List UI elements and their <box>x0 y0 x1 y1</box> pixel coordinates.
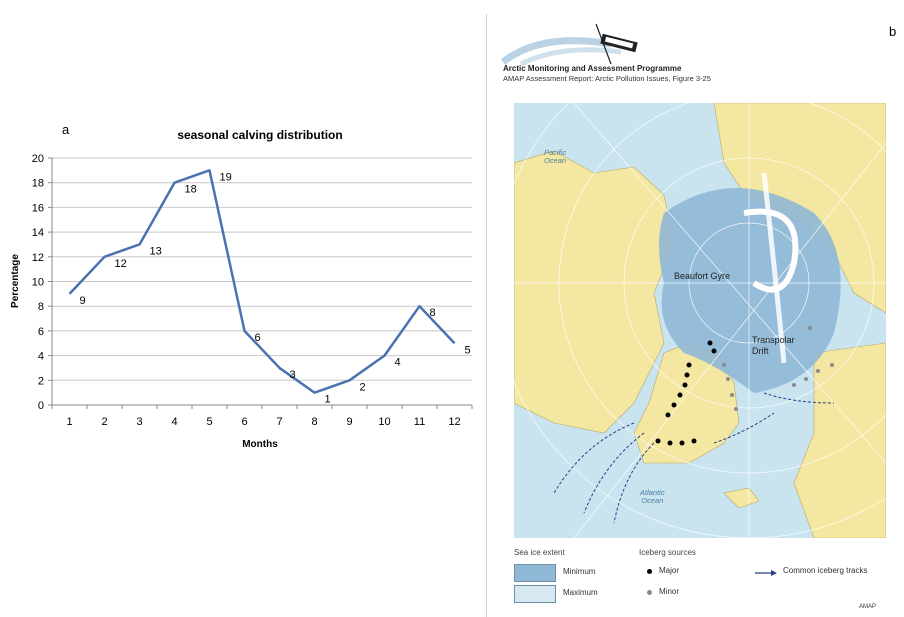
y-tick-label: 20 <box>32 153 44 165</box>
x-tick-label: 6 <box>241 416 247 428</box>
x-tick-label: 9 <box>346 416 352 428</box>
major-iceberg-sources <box>655 340 717 446</box>
y-tick-label: 14 <box>32 227 44 239</box>
x-tick-label: 2 <box>101 416 107 428</box>
atlantic-ocean-label: Atlantic Ocean <box>640 488 665 505</box>
y-axis-title: Percentage <box>10 254 21 308</box>
x-tick-label: 12 <box>448 416 460 428</box>
tracks-label: Common iceberg tracks <box>783 566 868 575</box>
seasonal-calving-chart: seasonal calving distribution 0246810121… <box>10 128 473 450</box>
minor-label: Minor <box>659 587 680 596</box>
arctic-map: Pacific Ocean Atlantic Ocean Beaufort Gy… <box>514 103 886 538</box>
data-label: 3 <box>290 369 296 381</box>
y-tick-label: 4 <box>38 351 44 363</box>
y-tick-labels: 0 2 4 6 8 10 12 14 16 18 20 <box>32 153 52 412</box>
data-label: 13 <box>150 245 162 257</box>
major-source-dot <box>647 569 652 574</box>
data-label: 9 <box>80 295 86 307</box>
x-tick-label: 11 <box>414 416 425 428</box>
y-tick-label: 8 <box>38 301 44 313</box>
transpolar-drift-arrow <box>761 172 787 364</box>
arctic-map-figure: b Arctic Monitoring and Assessment Progr… <box>486 14 904 617</box>
data-label: 2 <box>360 381 366 393</box>
data-label: 12 <box>115 258 127 270</box>
minor-source-dot <box>647 590 652 595</box>
land-iceland <box>723 487 760 509</box>
panel-a-label: a <box>62 122 70 137</box>
iceberg-track-arrow-icon <box>755 570 777 576</box>
sea-ice-maximum-swatch <box>514 585 556 603</box>
data-label: 19 <box>220 171 232 183</box>
data-label: 6 <box>255 332 261 344</box>
calving-series-line <box>68 169 456 394</box>
y-tick-label: 10 <box>32 277 44 289</box>
arctic-map-drawing <box>514 103 886 538</box>
transpolar-drift-label: Transpolar Drift <box>752 335 795 356</box>
x-tick-label: 7 <box>276 416 282 428</box>
y-tick-label: 0 <box>38 400 44 412</box>
y-tick-label: 2 <box>38 375 44 387</box>
y-tick-label: 18 <box>32 178 44 190</box>
data-label: 5 <box>465 344 471 356</box>
beaufort-gyre-arrow <box>743 208 799 293</box>
panel-b-label: b <box>889 24 897 39</box>
x-axis-title: Months <box>242 439 278 450</box>
data-label: 4 <box>395 357 401 369</box>
chart-title: seasonal calving distribution <box>177 128 342 142</box>
maximum-label: Maximum <box>563 588 598 597</box>
amap-logo <box>501 23 638 67</box>
amap-footer: AMAP <box>859 604 877 610</box>
x-tick-labels: 1 2 3 4 5 6 7 8 9 10 11 12 <box>51 405 473 428</box>
sea-ice-heading: Sea ice extent <box>514 548 565 557</box>
major-label: Major <box>659 566 680 575</box>
y-tick-label: 6 <box>38 326 44 338</box>
beaufort-gyre-label: Beaufort Gyre <box>674 271 731 281</box>
gridlines <box>52 157 472 381</box>
land-europe <box>793 342 886 538</box>
x-tick-label: 1 <box>66 416 72 428</box>
y-tick-label: 16 <box>32 202 44 214</box>
x-tick-label: 8 <box>311 416 317 428</box>
x-tick-label: 10 <box>378 416 390 428</box>
amap-title: Arctic Monitoring and Assessment Program… <box>503 64 682 73</box>
y-tick-label: 12 <box>32 252 44 264</box>
data-label: 8 <box>430 307 436 319</box>
iceberg-sources-heading: Iceberg sources <box>639 548 696 557</box>
minor-iceberg-sources <box>722 326 834 411</box>
sea-ice-minimum-swatch <box>514 564 556 582</box>
data-label: 1 <box>325 394 331 406</box>
minimum-label: Minimum <box>563 567 596 576</box>
data-label: 18 <box>185 184 197 196</box>
x-tick-label: 3 <box>136 416 142 428</box>
pacific-ocean-label: Pacific Ocean <box>544 148 567 165</box>
iceberg-tracks <box>553 392 835 524</box>
x-tick-label: 5 <box>206 416 212 428</box>
x-tick-label: 4 <box>171 416 177 428</box>
amap-subtitle: AMAP Assessment Report: Arctic Pollution… <box>503 74 711 83</box>
